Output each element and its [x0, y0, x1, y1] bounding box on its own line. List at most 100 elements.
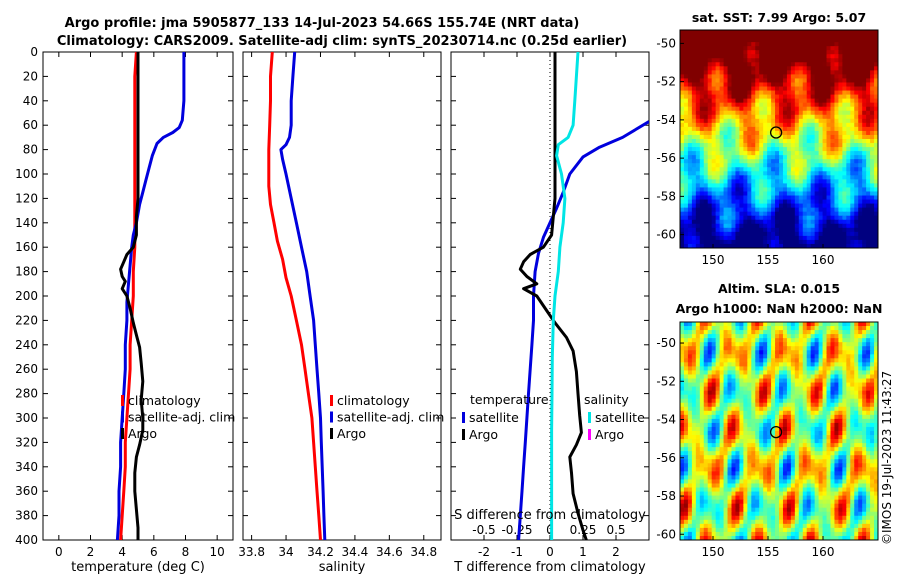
heatmap-cell	[806, 114, 812, 120]
heatmap-cell	[822, 94, 828, 100]
depth-tick-label: 280	[15, 387, 38, 401]
heatmap-cell	[763, 82, 768, 88]
heatmap-cell	[680, 439, 685, 444]
heatmap-cell	[786, 163, 792, 168]
heatmap-cell	[838, 78, 843, 84]
heatmap-cell	[767, 431, 772, 436]
heatmap-cell	[862, 398, 867, 404]
heatmap-cell	[691, 235, 697, 241]
heatmap-cell	[794, 199, 800, 205]
heatmap-cell	[763, 159, 768, 164]
heatmap-cell	[838, 394, 843, 400]
heatmap-cell	[818, 330, 824, 335]
heatmap-cell	[838, 467, 843, 472]
heatmap-cell	[695, 378, 701, 384]
heatmap-cell	[743, 334, 748, 339]
heatmap-cell	[687, 163, 693, 168]
heatmap-cell	[866, 66, 871, 71]
heatmap-cell	[834, 98, 839, 104]
heatmap-cell	[854, 334, 859, 339]
heatmap-cell	[719, 346, 725, 351]
heatmap-cell	[854, 139, 859, 144]
heatmap-cell	[751, 199, 756, 205]
heatmap-cell	[854, 134, 859, 140]
heatmap-cell	[771, 463, 776, 468]
heatmap-cell	[802, 406, 808, 412]
heatmap-cell	[755, 426, 760, 432]
heatmap-cell	[822, 406, 828, 412]
heatmap-cell	[826, 243, 832, 248]
heatmap-cell	[751, 475, 756, 481]
heatmap-cell	[802, 139, 808, 144]
heatmap-cell	[810, 70, 816, 76]
heatmap-cell	[751, 126, 756, 132]
heatmap-cell	[790, 151, 796, 156]
heatmap-cell	[759, 34, 764, 39]
heatmap-cell	[719, 382, 725, 388]
heatmap-cell	[818, 151, 824, 156]
heatmap-cell	[822, 62, 828, 67]
heatmap-cell	[862, 334, 867, 339]
heatmap-cell	[735, 215, 740, 221]
heatmap-cell	[743, 374, 748, 380]
heatmap-cell	[759, 207, 764, 213]
heatmap-cell	[691, 203, 697, 209]
heatmap-cell	[790, 431, 796, 436]
heatmap-cell	[806, 199, 812, 205]
heatmap-cell	[695, 354, 701, 359]
heatmap-cell	[802, 215, 808, 221]
heatmap-cell	[719, 34, 725, 39]
heatmap-cell	[747, 74, 752, 80]
heatmap-cell	[759, 155, 764, 160]
heatmap-cell	[707, 215, 713, 221]
heatmap-cell	[755, 394, 760, 400]
heatmap-cell	[747, 167, 752, 172]
heatmap-cell	[715, 326, 721, 331]
heatmap-cell	[719, 86, 725, 92]
heatmap-cell	[802, 322, 808, 327]
heatmap-cell	[850, 114, 855, 120]
heatmap-cell	[751, 191, 756, 197]
heatmap-cell	[703, 422, 709, 428]
heatmap-cell	[798, 167, 804, 172]
heatmap-cell	[723, 143, 729, 148]
heatmap-cell	[846, 98, 851, 104]
heatmap-cell	[858, 463, 863, 468]
heatmap-cell	[838, 70, 843, 76]
map-lon-label: 150	[702, 253, 725, 267]
heatmap-cell	[735, 378, 740, 384]
heatmap-cell	[735, 406, 740, 412]
heatmap-cell	[695, 159, 701, 164]
heatmap-cell	[767, 38, 772, 43]
heatmap-cell	[866, 435, 871, 440]
heatmap-cell	[711, 191, 717, 197]
heatmap-cell	[699, 227, 705, 233]
heatmap-cell	[719, 151, 725, 156]
heatmap-cell	[759, 139, 764, 144]
heatmap-cell	[870, 191, 875, 197]
heatmap-cell	[747, 66, 752, 71]
heatmap-cell	[814, 211, 820, 217]
heatmap-cell	[775, 187, 780, 193]
heatmap-cell	[771, 418, 776, 424]
heatmap-cell	[771, 86, 776, 92]
heatmap-cell	[782, 130, 788, 136]
heatmap-cell	[810, 418, 816, 424]
heatmap-cell	[739, 203, 744, 209]
heatmap-cell	[731, 386, 737, 392]
heatmap-cell	[862, 207, 867, 213]
heatmap-cell	[743, 231, 748, 237]
heatmap-cell	[814, 447, 820, 452]
heatmap-cell	[743, 30, 748, 35]
heatmap-cell	[870, 86, 875, 92]
heatmap-cell	[842, 38, 847, 43]
heatmap-cell	[870, 322, 875, 327]
heatmap-cell	[755, 475, 760, 481]
heatmap-cell	[810, 38, 816, 43]
heatmap-cell	[711, 134, 717, 140]
heatmap-cell	[830, 215, 836, 221]
heatmap-cell	[691, 143, 697, 148]
heatmap-cell	[771, 147, 776, 152]
heatmap-cell	[755, 42, 760, 47]
heatmap-cell	[771, 374, 776, 380]
